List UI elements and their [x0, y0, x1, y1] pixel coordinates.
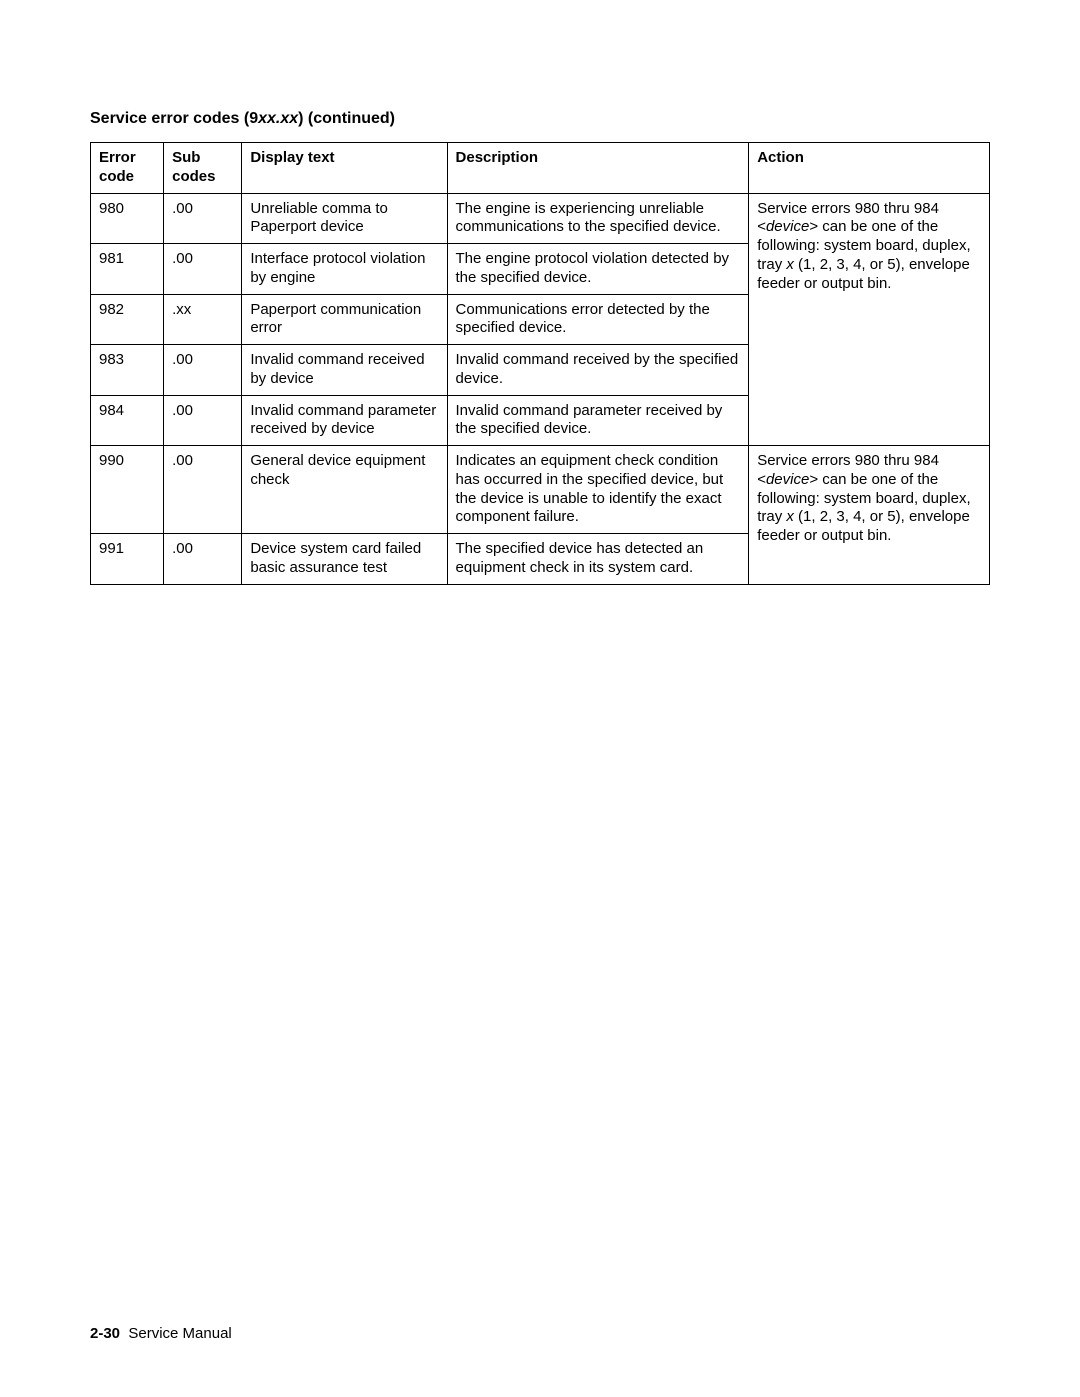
page-content: Service error codes (9xx.xx) (continued)…	[0, 0, 1080, 585]
header-sub-codes: Sub codes	[164, 143, 242, 194]
cell-description: Indicates an equipment check condition h…	[447, 446, 749, 534]
section-title: Service error codes (9xx.xx) (continued)	[90, 110, 990, 128]
header-error-code: Error code	[91, 143, 164, 194]
cell-action-group1: Service errors 980 thru 984 <device> can…	[749, 193, 990, 446]
cell-description: Invalid command parameter received by th…	[447, 395, 749, 446]
cell-display-text: Device system card failed basic assuranc…	[242, 534, 447, 585]
cell-error-code: 991	[91, 534, 164, 585]
cell-error-code: 981	[91, 244, 164, 295]
table-header-row: Error code Sub codes Display text Descri…	[91, 143, 990, 194]
footer-page-number: 2-30	[90, 1325, 120, 1342]
cell-error-code: 984	[91, 395, 164, 446]
cell-display-text: Unreliable comma to Paperport device	[242, 193, 447, 244]
cell-error-code: 990	[91, 446, 164, 534]
table-row: 990 .00 General device equipment check I…	[91, 446, 990, 534]
cell-display-text: Interface protocol violation by engine	[242, 244, 447, 295]
cell-sub-code: .00	[164, 446, 242, 534]
cell-description: The engine is experiencing unreliable co…	[447, 193, 749, 244]
error-codes-table: Error code Sub codes Display text Descri…	[90, 142, 990, 585]
cell-description: Invalid command received by the specifie…	[447, 345, 749, 396]
cell-action-group2: Service errors 980 thru 984 <device> can…	[749, 446, 990, 585]
action-x-italic: x	[786, 508, 794, 525]
header-display-text: Display text	[242, 143, 447, 194]
page-footer: 2-30 Service Manual	[90, 1325, 232, 1342]
cell-sub-code: .xx	[164, 294, 242, 345]
title-italic: xx.xx	[258, 110, 298, 127]
cell-description: Communications error detected by the spe…	[447, 294, 749, 345]
cell-error-code: 980	[91, 193, 164, 244]
cell-sub-code: .00	[164, 345, 242, 396]
cell-display-text: General device equipment check	[242, 446, 447, 534]
header-action: Action	[749, 143, 990, 194]
title-suffix: ) (continued)	[298, 110, 395, 127]
footer-label: Service Manual	[128, 1325, 231, 1342]
cell-display-text: Invalid command received by device	[242, 345, 447, 396]
title-prefix: Service error codes (9	[90, 110, 258, 127]
action-x-italic: x	[786, 256, 794, 273]
cell-sub-code: .00	[164, 193, 242, 244]
cell-error-code: 983	[91, 345, 164, 396]
cell-sub-code: .00	[164, 534, 242, 585]
cell-sub-code: .00	[164, 395, 242, 446]
action-device-italic: device	[766, 218, 809, 235]
cell-description: The engine protocol violation detected b…	[447, 244, 749, 295]
cell-description: The specified device has detected an equ…	[447, 534, 749, 585]
cell-display-text: Invalid command parameter received by de…	[242, 395, 447, 446]
cell-display-text: Paperport communication error	[242, 294, 447, 345]
cell-error-code: 982	[91, 294, 164, 345]
action-device-italic: device	[766, 471, 809, 488]
cell-sub-code: .00	[164, 244, 242, 295]
table-row: 980 .00 Unreliable comma to Paperport de…	[91, 193, 990, 244]
header-description: Description	[447, 143, 749, 194]
